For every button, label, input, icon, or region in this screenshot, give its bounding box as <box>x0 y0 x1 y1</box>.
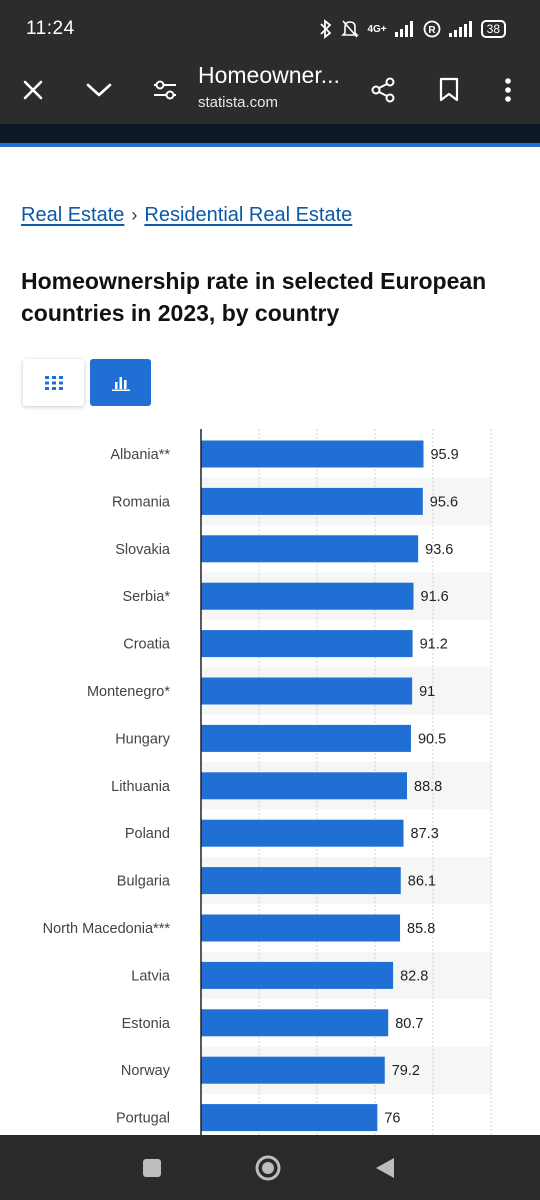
data-label: 95.9 <box>430 447 458 463</box>
category-label: Estonia <box>122 1016 171 1032</box>
data-label: 95.6 <box>430 494 458 510</box>
bar <box>201 440 424 468</box>
data-label: 91.6 <box>421 589 449 605</box>
svg-text:R: R <box>428 25 436 36</box>
data-label: 85.8 <box>407 921 435 937</box>
page-url: statista.com <box>198 94 279 111</box>
bar <box>201 582 414 610</box>
bar <box>201 961 394 989</box>
site-header <box>0 124 540 143</box>
breadcrumb-link-real-estate[interactable]: Real Estate <box>21 204 125 226</box>
breadcrumb-separator: › <box>131 205 138 225</box>
recent-apps-icon[interactable] <box>135 1151 169 1185</box>
category-label: Latvia <box>131 968 171 984</box>
table-grid-icon <box>44 375 63 390</box>
data-label: 86.1 <box>408 874 436 890</box>
category-label: Serbia* <box>122 589 170 605</box>
data-label: 88.8 <box>414 779 442 795</box>
data-label: 82.8 <box>400 968 428 984</box>
category-label: Slovakia <box>115 542 171 558</box>
bluetooth-icon <box>320 19 332 39</box>
back-icon[interactable] <box>368 1151 402 1185</box>
bar <box>201 1056 385 1084</box>
data-label: 79.2 <box>392 1063 420 1079</box>
bar <box>201 677 413 705</box>
bar <box>201 724 411 752</box>
data-label: 80.7 <box>395 1016 423 1032</box>
data-label: 91 <box>419 684 435 700</box>
chevron-down-icon[interactable] <box>77 68 121 112</box>
category-label: North Macedonia*** <box>43 921 171 937</box>
data-label: 87.3 <box>411 826 439 842</box>
home-icon[interactable] <box>251 1151 285 1185</box>
bar <box>201 819 404 847</box>
bar <box>201 772 408 800</box>
bar <box>201 867 401 895</box>
signal-icon <box>394 21 413 37</box>
header-divider <box>0 143 540 147</box>
breadcrumb-link-residential-real-estate[interactable]: Residential Real Estate <box>144 204 353 226</box>
battery-icon: 38 <box>480 20 506 38</box>
chart-view-button[interactable] <box>90 359 151 406</box>
table-view-button[interactable] <box>23 359 84 406</box>
category-label: Hungary <box>115 731 171 747</box>
bell-off-icon <box>341 20 360 38</box>
registered-icon: R <box>423 20 441 38</box>
browser-toolbar: Homeowner... statista.com <box>0 58 540 124</box>
category-label: Bulgaria <box>117 874 171 890</box>
bar <box>201 914 401 942</box>
signal-icon <box>448 21 472 37</box>
bar <box>201 1104 378 1132</box>
more-vert-icon[interactable] <box>486 68 530 112</box>
page-settings-icon[interactable] <box>143 68 187 112</box>
category-label: Croatia <box>123 637 171 653</box>
bar <box>201 487 423 515</box>
category-label: Norway <box>121 1063 171 1079</box>
page-title-tab: Homeowner... <box>198 62 340 88</box>
data-label: 76 <box>384 1111 400 1127</box>
network-type-label: 4G+ <box>367 23 387 35</box>
bar <box>201 1009 389 1037</box>
bar <box>201 535 419 563</box>
data-label: 91.2 <box>420 637 448 653</box>
category-label: Albania** <box>110 447 170 463</box>
category-label: Lithuania <box>111 779 171 795</box>
bar-chart-icon <box>111 376 130 391</box>
bar-chart: Albania** 95.9 Romania 95.6 Slovakia 93.6 Serb… <box>43 429 492 1135</box>
close-icon[interactable] <box>11 68 55 112</box>
bookmark-icon[interactable] <box>427 68 471 112</box>
category-label: Romania <box>112 494 171 510</box>
status-icons: 4G+ R 38 <box>319 18 506 40</box>
data-label: 90.5 <box>418 731 446 747</box>
system-nav-bar <box>0 1135 540 1200</box>
breadcrumb: Real Estate › Residential Real Estate <box>21 204 352 227</box>
page-title: Homeownership rate in selected European … <box>21 268 487 326</box>
category-label: Montenegro* <box>87 684 170 700</box>
share-icon[interactable] <box>361 68 405 112</box>
category-label: Portugal <box>116 1111 170 1127</box>
status-time: 11:24 <box>26 18 75 39</box>
bar <box>201 630 413 658</box>
status-bar: 11:24 4G+ R 38 <box>0 0 540 58</box>
category-label: Poland <box>125 826 170 842</box>
data-label: 93.6 <box>425 542 453 558</box>
